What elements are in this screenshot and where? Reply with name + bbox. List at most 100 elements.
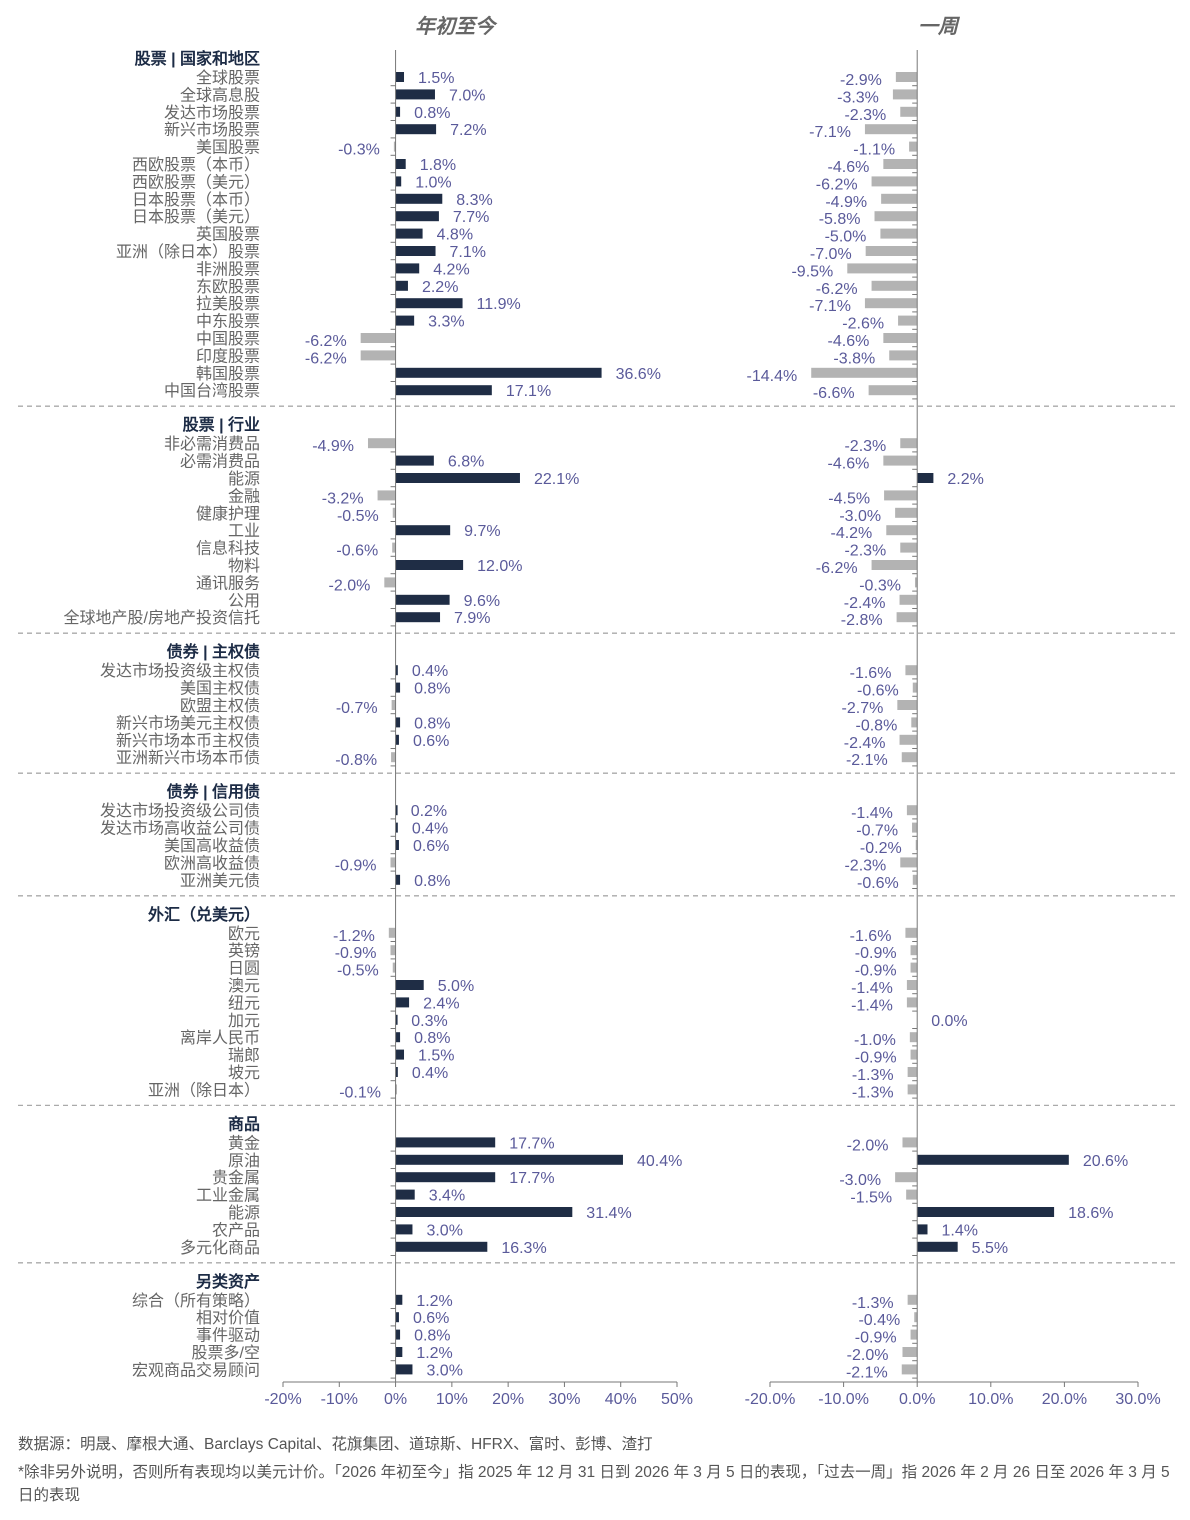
- ytd-bar: [395, 1241, 488, 1252]
- ytd-value-label: 3.3%: [428, 314, 464, 331]
- ytd-bar: [395, 211, 439, 222]
- category-label: 多元化商品: [180, 1239, 260, 1257]
- week-bar: [864, 298, 918, 309]
- ytd-value-label: 5.0%: [438, 978, 474, 995]
- ytd-bar: [395, 124, 437, 135]
- category-label: 工业: [228, 522, 260, 540]
- category-label: 中东股票: [196, 313, 260, 331]
- ytd-value-label: 17.1%: [506, 383, 551, 400]
- ytd-value-label: 12.0%: [477, 558, 522, 575]
- ytd-value-label: 36.6%: [616, 366, 661, 383]
- week-bar: [901, 752, 918, 763]
- week-value-label: -2.9%: [840, 72, 882, 89]
- ytd-x-tick-label: 10%: [436, 1391, 468, 1408]
- week-value-label: -3.3%: [837, 89, 879, 106]
- ytd-bar: [395, 1049, 405, 1060]
- ytd-value-label: -0.7%: [336, 700, 378, 717]
- ytd-value-label: 0.8%: [414, 1328, 450, 1345]
- ytd-bar: [395, 805, 398, 816]
- week-value-label: -4.2%: [830, 525, 872, 542]
- week-bar: [906, 1189, 918, 1200]
- ytd-bar: [395, 72, 405, 82]
- ytd-x-tick-label: 40%: [605, 1391, 637, 1408]
- week-x-tick-label: -10.0%: [818, 1391, 869, 1408]
- ytd-bar: [395, 980, 424, 990]
- ytd-bar: [360, 350, 396, 361]
- week-bar: [909, 141, 918, 152]
- ytd-bar: [395, 280, 408, 291]
- category-label: 新兴市场美元主权债: [116, 714, 260, 732]
- ytd-value-label: 0.6%: [413, 838, 449, 855]
- week-value-label: -2.0%: [847, 1347, 889, 1364]
- category-label: 坡元: [228, 1064, 260, 1082]
- ytd-bar: [390, 857, 396, 868]
- ytd-bar: [393, 141, 396, 152]
- category-label: 事件驱动: [196, 1327, 260, 1345]
- ytd-bar: [395, 665, 398, 676]
- week-bar: [910, 1049, 918, 1060]
- ytd-value-label: 0.2%: [411, 803, 447, 820]
- week-bar: [905, 665, 918, 676]
- week-value-label: -0.6%: [857, 683, 899, 700]
- ytd-bar: [395, 1189, 415, 1200]
- week-value-label: -4.9%: [825, 194, 867, 211]
- week-bar: [895, 507, 918, 518]
- category-label: 信息科技: [196, 540, 260, 558]
- category-label: 能源: [228, 1204, 260, 1222]
- ytd-value-label: -0.9%: [335, 857, 377, 874]
- ytd-value-label: 7.1%: [450, 244, 486, 261]
- week-x-tick-label: 10.0%: [968, 1391, 1013, 1408]
- week-bar: [917, 1224, 928, 1235]
- week-value-label: -1.3%: [852, 1295, 894, 1312]
- ytd-value-label: 0.4%: [412, 821, 448, 838]
- ytd-value-label: -2.0%: [329, 577, 371, 594]
- ytd-value-label: -0.6%: [336, 543, 378, 560]
- category-label: 瑞郎: [228, 1047, 260, 1065]
- ytd-value-label: -3.2%: [322, 490, 364, 507]
- ytd-bar: [392, 962, 396, 973]
- category-label: 全球股票: [196, 69, 260, 87]
- week-value-label: -2.1%: [846, 752, 888, 769]
- week-value-label: -0.2%: [860, 840, 902, 857]
- week-value-label: -0.7%: [856, 823, 898, 840]
- section-header: 债券 | 信用债: [167, 782, 260, 801]
- week-value-label: -6.2%: [816, 281, 858, 298]
- category-label: 亚洲新兴市场本币债: [116, 749, 260, 767]
- ytd-value-label: 3.0%: [426, 1222, 462, 1239]
- week-bar: [871, 176, 918, 187]
- ytd-value-label: 17.7%: [509, 1135, 554, 1152]
- week-bar: [884, 490, 918, 501]
- week-value-label: -2.3%: [844, 543, 886, 560]
- week-value-label: -1.1%: [853, 142, 895, 159]
- ytd-value-label: -0.9%: [335, 945, 377, 962]
- ytd-bar: [395, 89, 435, 100]
- ytd-bar: [395, 455, 434, 466]
- ytd-value-label: 1.0%: [415, 174, 451, 191]
- week-bar: [874, 211, 918, 222]
- ytd-value-label: 11.9%: [477, 296, 521, 313]
- ytd-bar: [395, 473, 520, 483]
- ytd-bar: [395, 682, 401, 693]
- ytd-value-label: -0.8%: [335, 752, 377, 769]
- ytd-bar: [392, 507, 396, 518]
- ytd-x-tick-label: -20%: [264, 1391, 301, 1408]
- week-bar: [910, 1329, 918, 1340]
- ytd-value-label: 2.2%: [422, 279, 458, 296]
- ytd-value-label: 9.6%: [464, 593, 500, 610]
- category-label: 发达市场投资级公司债: [100, 802, 260, 820]
- category-label: 西欧股票（美元）: [132, 173, 260, 191]
- ytd-value-label: 3.4%: [429, 1188, 465, 1205]
- category-label: 必需消费品: [180, 453, 260, 471]
- ytd-bar: [395, 997, 410, 1008]
- category-label: 综合（所有策略）: [132, 1292, 260, 1310]
- ytd-bar: [395, 525, 451, 536]
- ytd-value-label: -0.5%: [337, 963, 379, 980]
- week-value-label: -2.6%: [842, 316, 884, 333]
- ytd-bar: [395, 1154, 623, 1165]
- ytd-bar: [395, 159, 406, 169]
- category-label: 日本股票（美元）: [132, 208, 260, 226]
- ytd-bar: [395, 840, 399, 850]
- category-label: 发达市场投资级主权债: [100, 662, 260, 680]
- ytd-bar: [395, 1294, 403, 1305]
- ytd-x-tick-label: 20%: [492, 1391, 524, 1408]
